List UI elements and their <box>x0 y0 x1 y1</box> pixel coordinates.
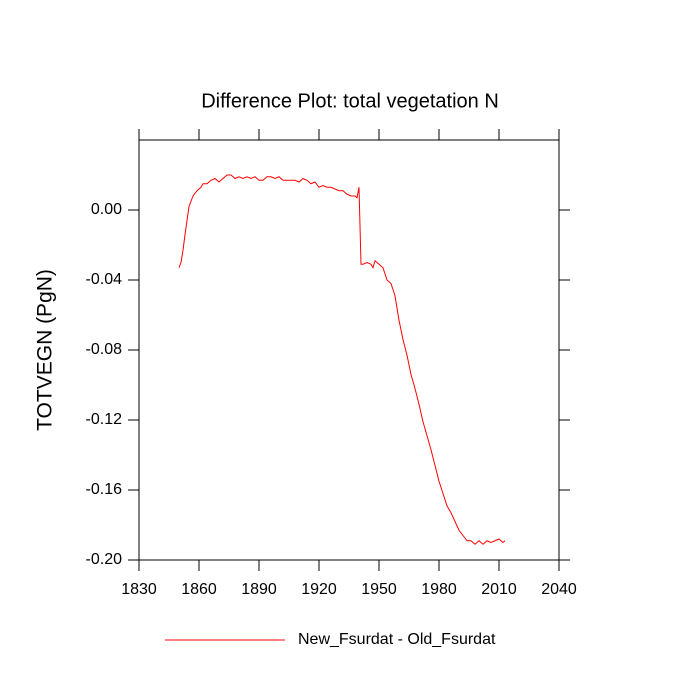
data-line <box>178 174 506 545</box>
y-tick-label: 0.00 <box>91 201 122 218</box>
plot-frame <box>138 139 560 561</box>
y-axis-label: TOTVEGN (PgN) <box>34 269 57 431</box>
x-tick-label: 1950 <box>361 581 397 598</box>
x-tick-label: 1920 <box>301 581 337 598</box>
x-tick-label: 1980 <box>421 581 457 598</box>
x-tick-label: 2010 <box>481 581 517 598</box>
x-tick-label: 1830 <box>121 581 157 598</box>
chart-title: Difference Plot: total vegetation N <box>201 90 499 112</box>
y-tick-label: -0.20 <box>86 551 123 568</box>
y-tick-label: -0.12 <box>86 411 123 428</box>
x-tick-label: 1890 <box>241 581 277 598</box>
x-tick-label: 2040 <box>541 581 577 598</box>
legend-label: New_Fsurdat - Old_Fsurdat <box>298 631 496 648</box>
y-tick-label: -0.08 <box>86 341 123 358</box>
x-tick-label: 1860 <box>181 581 217 598</box>
y-tick-label: -0.16 <box>86 481 123 498</box>
y-tick-label: -0.04 <box>86 271 123 288</box>
